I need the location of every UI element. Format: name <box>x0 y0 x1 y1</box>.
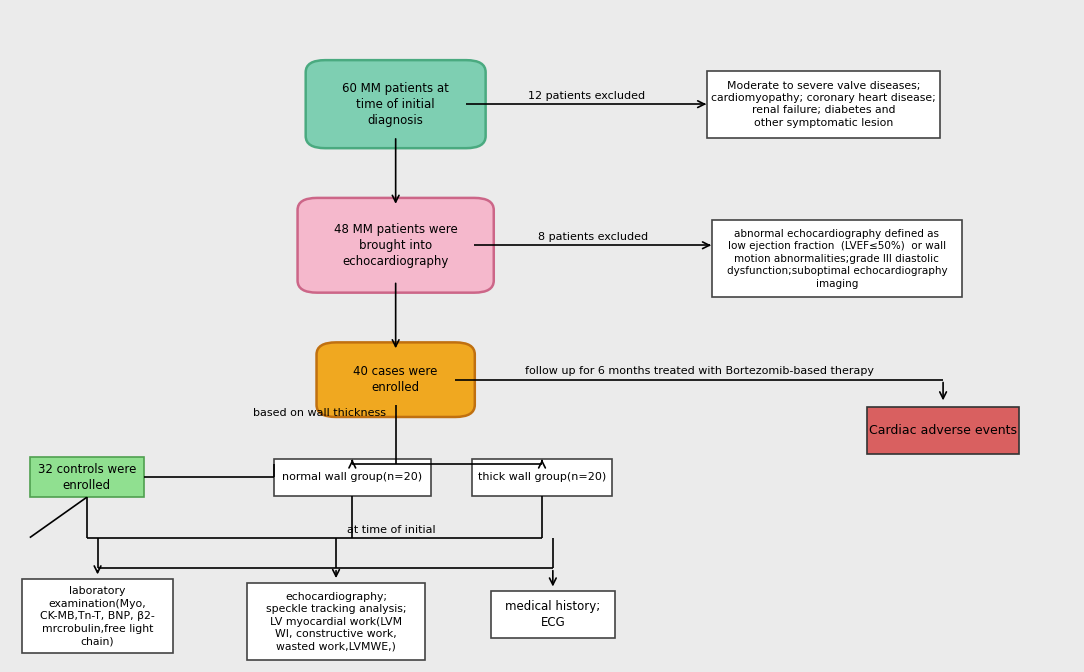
FancyBboxPatch shape <box>30 457 143 497</box>
Text: follow up for 6 months treated with Bortezomib-based therapy: follow up for 6 months treated with Bort… <box>525 366 874 376</box>
Text: Cardiac adverse events: Cardiac adverse events <box>869 423 1017 437</box>
FancyBboxPatch shape <box>273 459 430 496</box>
Text: 12 patients excluded: 12 patients excluded <box>528 91 645 101</box>
FancyBboxPatch shape <box>297 198 493 293</box>
Text: thick wall group(n=20): thick wall group(n=20) <box>478 472 606 482</box>
FancyBboxPatch shape <box>707 71 940 138</box>
Text: based on wall thickness: based on wall thickness <box>254 409 386 418</box>
Text: abnormal echocardiography defined as
low ejection fraction  (LVEF≤50%)  or wall
: abnormal echocardiography defined as low… <box>726 229 947 288</box>
Text: echocardiography;
speckle tracking analysis;
LV myocardial work(LVM
WI, construc: echocardiography; speckle tracking analy… <box>266 592 406 651</box>
Text: laboratory
examination(Myo,
CK-MB,Tn-T, BNP, β2-
mrcrobulin,free light
chain): laboratory examination(Myo, CK-MB,Tn-T, … <box>40 587 155 646</box>
Text: 40 cases were
enrolled: 40 cases were enrolled <box>353 365 438 394</box>
FancyBboxPatch shape <box>246 583 425 660</box>
Text: 60 MM patients at
time of initial
diagnosis: 60 MM patients at time of initial diagno… <box>343 82 449 126</box>
FancyBboxPatch shape <box>317 343 475 417</box>
Text: medical history;
ECG: medical history; ECG <box>505 600 601 630</box>
FancyBboxPatch shape <box>712 220 962 297</box>
FancyBboxPatch shape <box>306 60 486 149</box>
Text: Moderate to severe valve diseases;
cardiomyopathy; coronary heart disease;
renal: Moderate to severe valve diseases; cardi… <box>711 81 937 128</box>
Text: normal wall group(n=20): normal wall group(n=20) <box>282 472 423 482</box>
FancyBboxPatch shape <box>490 591 615 638</box>
Text: at time of initial: at time of initial <box>347 525 436 535</box>
Text: 8 patients excluded: 8 patients excluded <box>538 232 648 242</box>
FancyBboxPatch shape <box>472 459 612 496</box>
FancyBboxPatch shape <box>22 579 173 653</box>
FancyBboxPatch shape <box>867 407 1019 454</box>
Text: 48 MM patients were
brought into
echocardiography: 48 MM patients were brought into echocar… <box>334 223 457 267</box>
Text: 32 controls were
enrolled: 32 controls were enrolled <box>38 462 136 492</box>
